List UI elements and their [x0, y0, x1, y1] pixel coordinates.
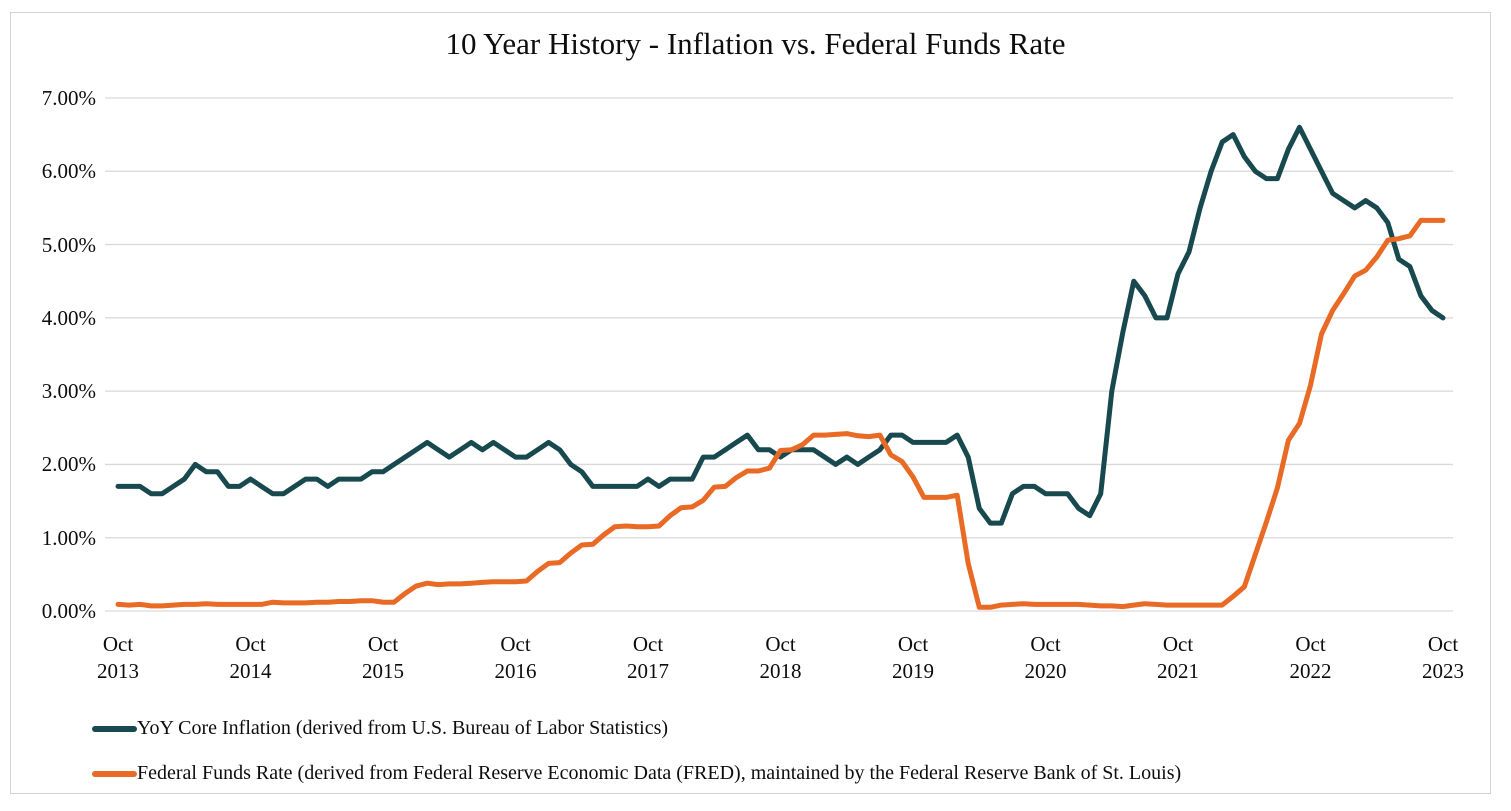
legend: YoY Core Inflation (derived from U.S. Bu…: [92, 706, 1181, 796]
x-tick-year: 2014: [229, 659, 272, 683]
x-tick-year: 2019: [892, 659, 934, 683]
x-tick-month: Oct: [500, 632, 531, 656]
fed-funds-line: [115, 217, 1446, 610]
x-tick-month: Oct: [1295, 632, 1326, 656]
legend-label-inflation: YoY Core Inflation (derived from U.S. Bu…: [137, 717, 669, 739]
x-tick-month: Oct: [897, 632, 929, 656]
x-tick-label: Oct 2020: [991, 631, 1101, 685]
x-tick-year: 2022: [1289, 659, 1332, 683]
x-tick-label: Oct 2022: [1256, 631, 1366, 685]
x-tick-label: Oct 2018: [726, 631, 836, 685]
x-tick-label: Oct 2016: [461, 631, 571, 685]
x-tick-month: Oct: [1030, 632, 1061, 656]
y-tick-label: 3.00%: [41, 379, 96, 404]
x-tick-month: Oct: [1427, 632, 1459, 656]
chart-frame: [10, 12, 1491, 794]
x-tick-month: Oct: [367, 632, 399, 656]
x-tick-label: Oct 2023: [1388, 631, 1498, 685]
legend-label-fed-funds: Federal Funds Rate (derived from Federal…: [137, 762, 1182, 784]
x-tick-year: 2016: [494, 659, 537, 683]
inflation-line: [115, 124, 1446, 526]
x-tick-year: 2018: [759, 659, 802, 683]
x-tick-month: Oct: [765, 632, 796, 656]
y-tick-label: 7.00%: [41, 86, 96, 110]
chart-title: 10 Year History - Inflation vs. Federal …: [445, 26, 1066, 61]
y-tick-label: 1.00%: [41, 525, 96, 550]
x-tick-label: Oct 2015: [328, 631, 438, 685]
x-tick-month: Oct: [102, 632, 134, 656]
x-tick-label: Oct 2014: [196, 631, 306, 685]
x-tick-year: 2021: [1157, 659, 1199, 683]
x-tick-month: Oct: [235, 632, 266, 656]
inflation-line-swatch-icon: [92, 725, 137, 732]
x-tick-year: 2015: [362, 659, 404, 683]
legend-item-fed-funds: Federal Funds Rate (derived from Federal…: [92, 751, 1181, 796]
x-tick-label: Oct 2021: [1123, 631, 1233, 685]
y-tick-label: 0.00%: [41, 599, 96, 623]
x-tick-label: Oct 2013: [63, 631, 173, 685]
fed-funds-line-swatch-icon: [92, 770, 137, 777]
x-tick-year: 2020: [1024, 659, 1067, 683]
x-tick-label: Oct 2017: [593, 631, 703, 685]
y-tick-label: 4.00%: [41, 305, 96, 330]
x-tick-year: 2017: [627, 659, 669, 683]
y-tick-label: 2.00%: [41, 452, 96, 477]
x-tick-month: Oct: [1162, 632, 1194, 656]
x-tick-month: Oct: [632, 632, 664, 656]
y-tick-label: 6.00%: [41, 159, 96, 184]
x-tick-year: 2013: [97, 659, 139, 683]
legend-item-inflation: YoY Core Inflation (derived from U.S. Bu…: [92, 706, 1181, 751]
x-tick-label: Oct 2019: [858, 631, 968, 685]
x-tick-year: 2023: [1422, 659, 1464, 683]
y-tick-label: 5.00%: [41, 232, 96, 257]
